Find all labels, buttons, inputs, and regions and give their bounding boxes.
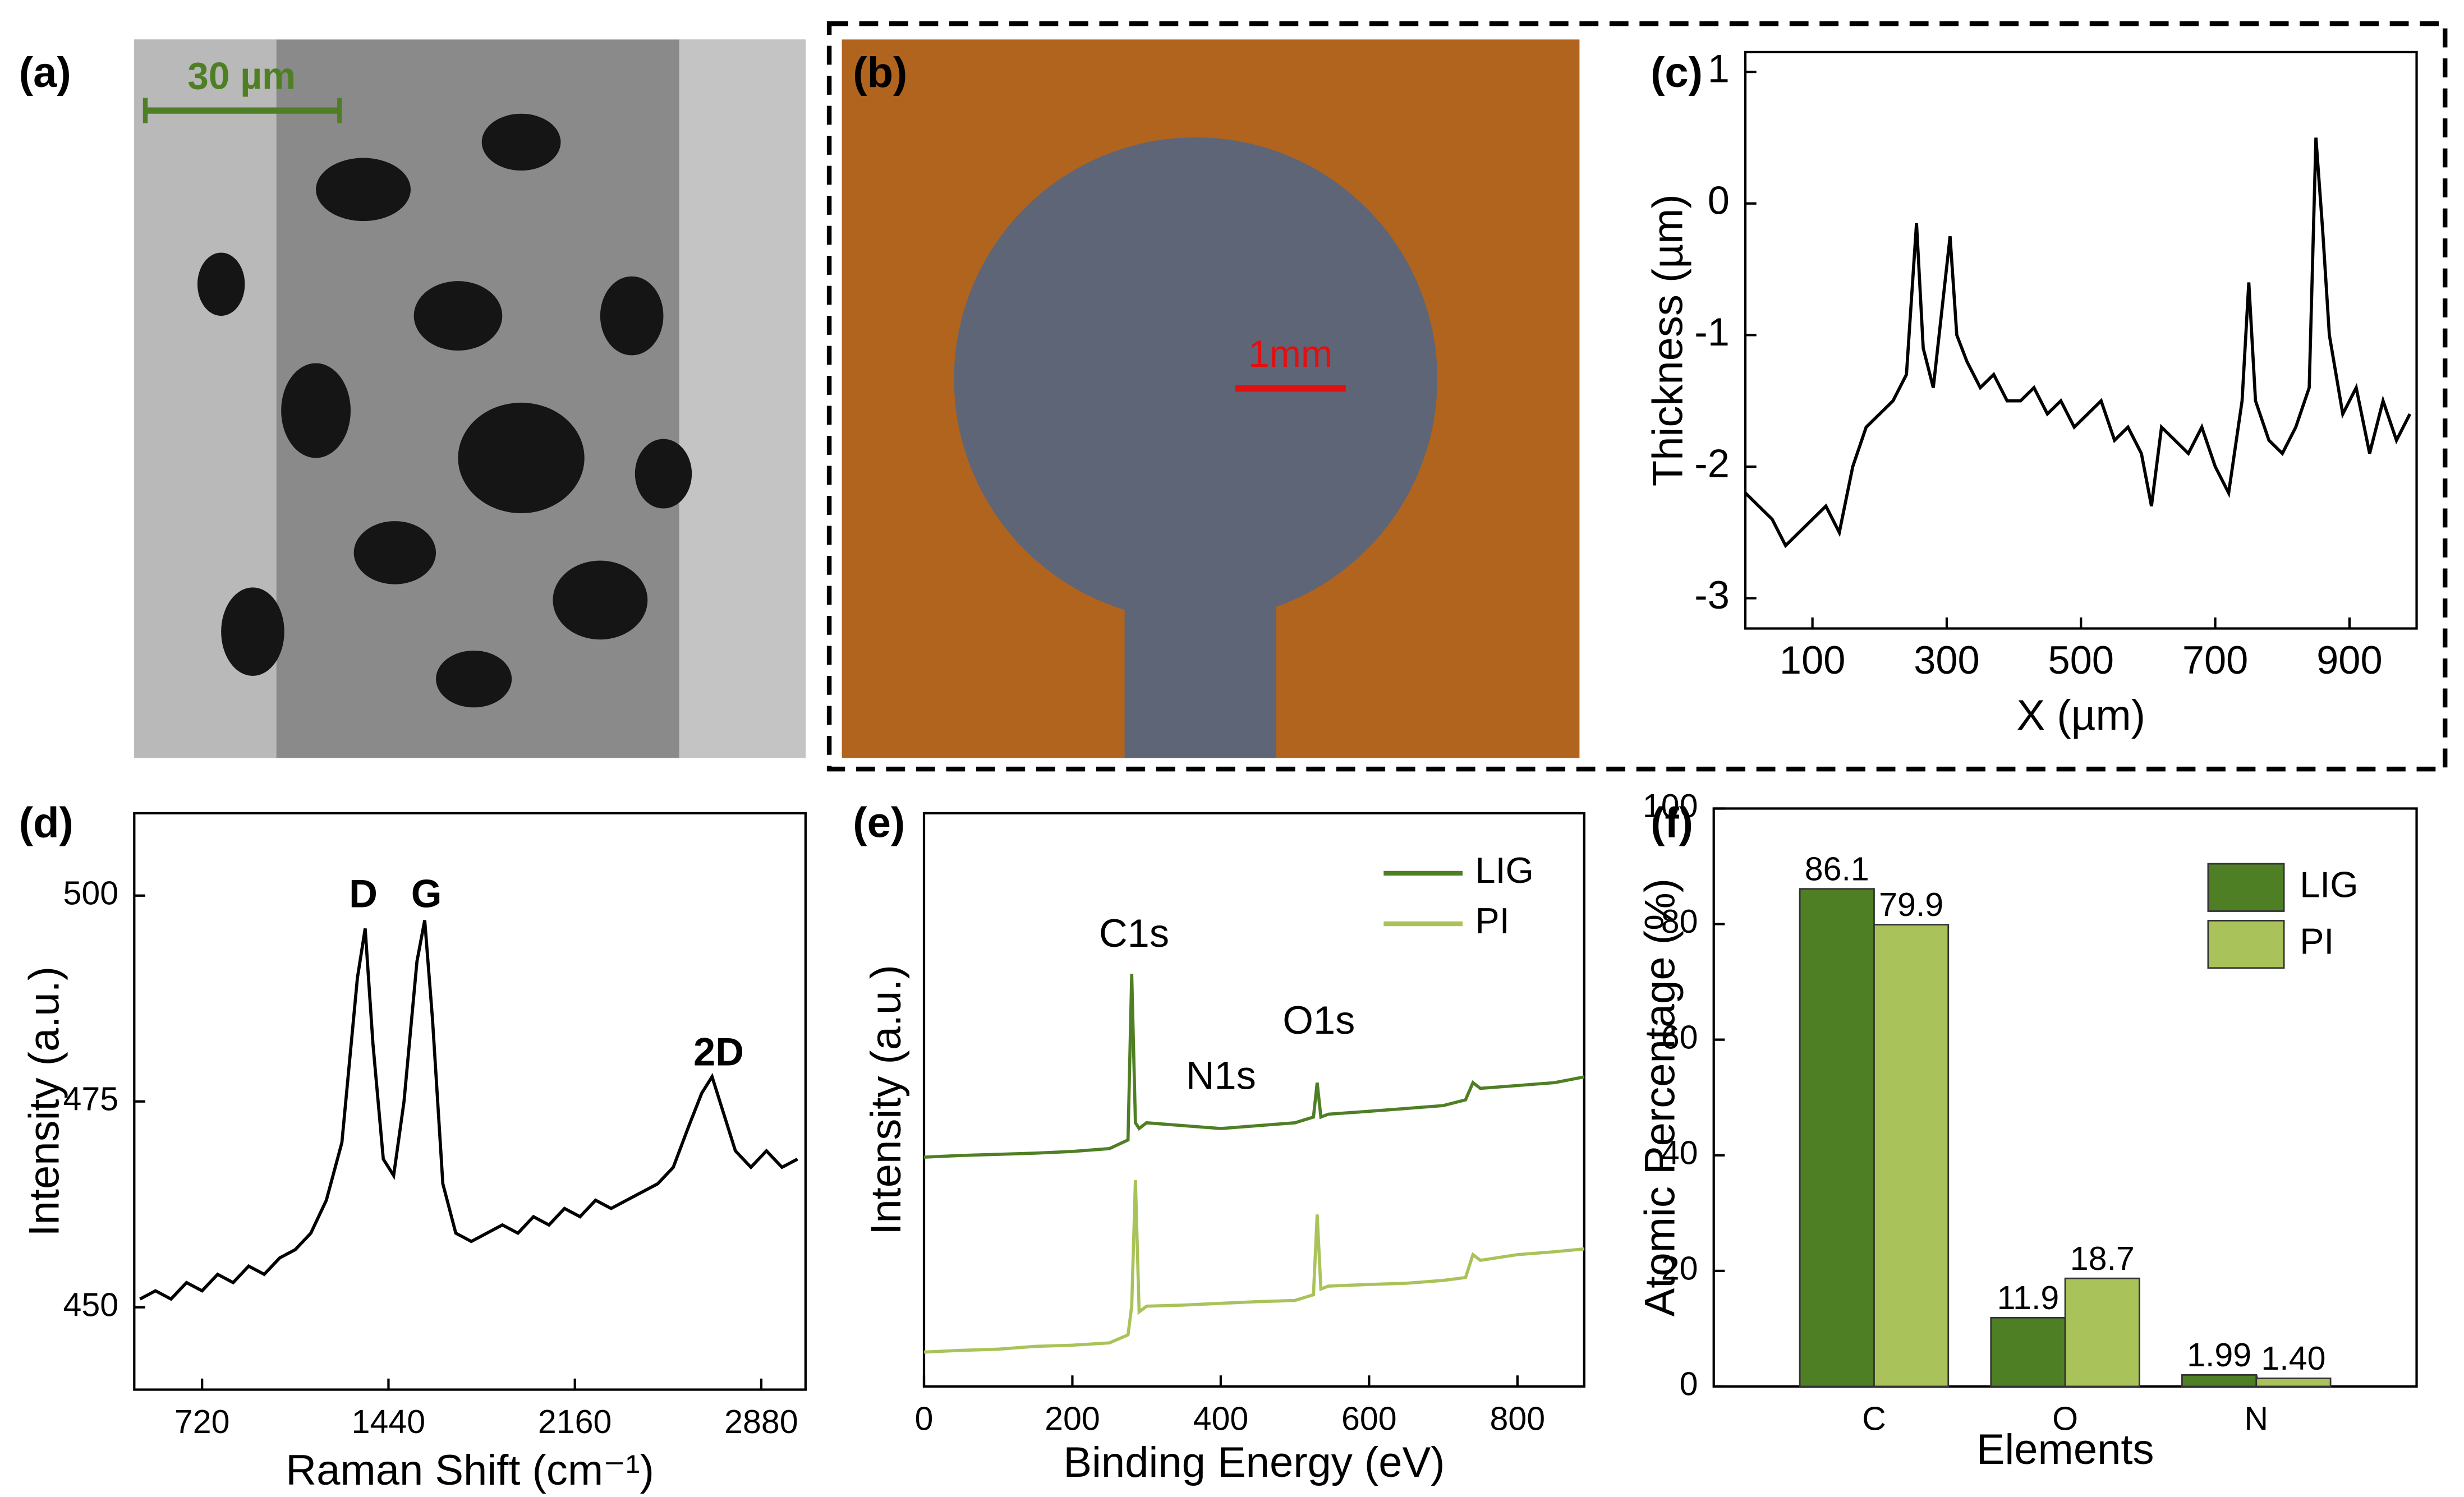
annotation: N1s [1186, 1053, 1256, 1098]
x-tick-label: 900 [2316, 638, 2382, 682]
x-tick-label: 600 [1341, 1399, 1397, 1437]
photo [842, 39, 1580, 758]
bar [2181, 1374, 2258, 1388]
y-tick-label: 475 [63, 1080, 119, 1117]
scale-bar-label: 30 µm [187, 56, 296, 98]
plot-frame [922, 812, 1585, 1388]
y-tick-label: 100 [1643, 787, 1698, 824]
y-tick-label: 1 [1708, 47, 1730, 91]
panel-label: (a) [19, 49, 71, 96]
panel-label: (c) [1651, 49, 1703, 96]
x-tick-label: 400 [1193, 1399, 1249, 1437]
legend-label: PI [2300, 921, 2334, 962]
x-tick-label: 2880 [724, 1403, 798, 1440]
x-tick-label: 1440 [352, 1403, 425, 1440]
data-line [139, 920, 798, 1301]
y-tick-label: 20 [1661, 1249, 1698, 1287]
bar [1873, 924, 1950, 1388]
panel-label: (b) [853, 49, 907, 96]
panel-label: (d) [19, 799, 73, 847]
legend-swatch [2207, 863, 2285, 912]
x-tick-label: 720 [174, 1403, 230, 1440]
x-tick-label: 300 [1914, 638, 1979, 682]
annotation: G [411, 872, 442, 916]
y-tick-label: 60 [1661, 1018, 1698, 1056]
x-axis-label: X (µm) [2017, 692, 2146, 739]
bar [1990, 1316, 2066, 1388]
bar [2064, 1277, 2140, 1388]
y-axis-label: Atomic Percentage (%) [1636, 878, 1684, 1316]
scale-bar-label: 1mm [1248, 333, 1332, 375]
x-axis-label: Elements [1976, 1426, 2154, 1473]
panel-label: (e) [853, 799, 905, 847]
y-tick-label: 0 [1680, 1365, 1698, 1403]
y-axis-label: Intensity (a.u.) [862, 965, 910, 1235]
x-axis-label: Binding Energy (eV) [1063, 1439, 1445, 1486]
y-axis-label: Intensity (a.u.) [21, 966, 68, 1237]
y-tick-label: 500 [63, 874, 119, 911]
annotation: C1s [1099, 911, 1169, 955]
y-tick-label: 0 [1708, 178, 1730, 222]
sem-image [134, 39, 806, 758]
x-axis-label: Raman Shift (cm⁻¹) [286, 1447, 654, 1494]
value-label: 1.99 [2187, 1336, 2251, 1374]
panel-label: (f) [1651, 799, 1693, 847]
data-line [923, 974, 1585, 1159]
y-tick-label: 450 [63, 1286, 119, 1323]
x-tick-label: N [2244, 1399, 2268, 1437]
x-tick-label: 800 [1490, 1399, 1546, 1437]
y-tick-label: -2 [1694, 441, 1730, 486]
annotation: D [349, 872, 378, 916]
x-tick-label: 2160 [538, 1403, 612, 1440]
data-line [1744, 137, 2412, 549]
x-tick-label: 100 [1780, 638, 1845, 682]
bar [2255, 1378, 2332, 1388]
value-label: 1.40 [2261, 1339, 2325, 1377]
value-label: 11.9 [1997, 1279, 2060, 1316]
dashed-frame [826, 21, 2448, 772]
legend-label: LIG [2300, 864, 2358, 905]
legend-swatch [2207, 919, 2285, 969]
legend-label: LIG [1475, 850, 1534, 891]
y-axis-label: Thickness (µm) [1644, 194, 1692, 486]
y-tick-label: 40 [1661, 1134, 1698, 1171]
y-tick-label: -3 [1694, 573, 1730, 617]
x-tick-label: C [1862, 1399, 1886, 1437]
x-tick-label: 500 [2048, 638, 2114, 682]
value-label: 79.9 [1879, 886, 1943, 923]
value-label: 18.7 [2070, 1240, 2135, 1277]
y-tick-label: 80 [1661, 902, 1698, 940]
value-label: 86.1 [1805, 850, 1869, 887]
bar [1799, 888, 1875, 1388]
x-tick-label: 700 [2182, 638, 2248, 682]
y-tick-label: -1 [1694, 310, 1730, 354]
x-tick-label: 0 [915, 1399, 934, 1437]
annotation: O1s [1282, 998, 1355, 1042]
legend-label: PI [1475, 900, 1510, 941]
x-tick-label: 200 [1045, 1399, 1100, 1437]
annotation: 2D [693, 1029, 744, 1074]
data-line [923, 1180, 1585, 1354]
x-tick-label: O [2052, 1399, 2078, 1437]
